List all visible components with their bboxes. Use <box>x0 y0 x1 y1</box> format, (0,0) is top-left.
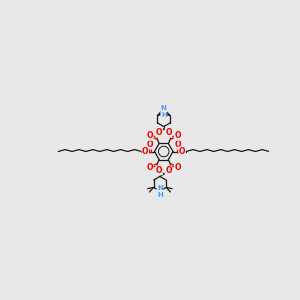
Text: N
H: N H <box>161 105 167 119</box>
Text: O: O <box>147 163 153 172</box>
Text: O: O <box>156 166 162 175</box>
Text: N
H: N H <box>157 184 163 198</box>
Text: O: O <box>147 131 153 140</box>
Text: O: O <box>179 147 185 156</box>
Text: O: O <box>165 128 172 137</box>
Text: O: O <box>174 140 181 149</box>
Text: O: O <box>147 140 153 149</box>
Text: O: O <box>165 166 172 175</box>
Text: O: O <box>156 128 162 137</box>
Text: O: O <box>174 163 181 172</box>
Text: O: O <box>174 131 181 140</box>
Text: O: O <box>142 147 148 156</box>
